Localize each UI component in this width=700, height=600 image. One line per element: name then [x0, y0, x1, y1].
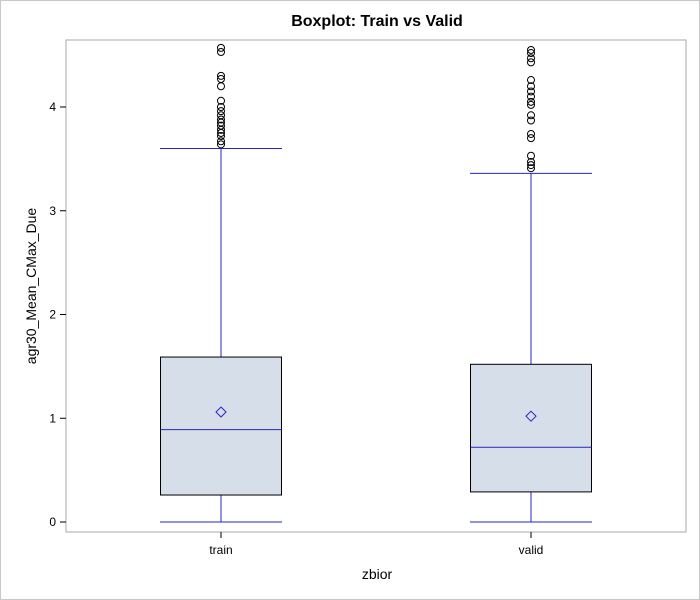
outlier-point — [527, 58, 535, 67]
y-tick-label: 0 — [49, 515, 56, 529]
outlier-point — [527, 161, 535, 170]
outlier-point — [527, 164, 535, 173]
y-tick-label: 4 — [49, 100, 56, 114]
x-axis: train valid — [209, 532, 543, 557]
x-tick-label: valid — [519, 543, 544, 557]
box-valid — [470, 45, 592, 523]
outlier-point — [217, 82, 225, 91]
outlier-point — [217, 111, 225, 120]
outlier-point — [217, 74, 225, 83]
outlier-point — [217, 140, 225, 149]
outlier-point — [217, 137, 225, 146]
outlier-point — [527, 82, 535, 91]
outlier-point — [217, 71, 225, 80]
outlier-point — [527, 76, 535, 85]
outlier-point — [527, 111, 535, 120]
outlier-point — [217, 48, 225, 57]
box-train — [160, 43, 282, 523]
outlier-point — [527, 100, 535, 109]
mean-marker — [215, 406, 227, 418]
outlier-point — [527, 54, 535, 63]
outlier-point — [217, 107, 225, 116]
x-tick-label: train — [209, 543, 232, 557]
outlier-point — [527, 151, 535, 160]
outlier-point — [217, 96, 225, 105]
outlier-point — [527, 134, 535, 143]
y-tick-label: 3 — [49, 204, 56, 218]
outlier-point — [217, 115, 225, 124]
outlier-point — [527, 92, 535, 101]
mean-marker — [525, 410, 537, 422]
iqr-box — [470, 363, 592, 493]
outlier-point — [527, 87, 535, 96]
outlier-point — [527, 49, 535, 58]
outlier-point — [217, 43, 225, 52]
outlier-point — [217, 103, 225, 111]
y-tick-label: 2 — [49, 308, 56, 322]
outlier-point — [527, 129, 535, 138]
chart-title: Boxplot: Train vs Valid — [291, 13, 463, 30]
outlier-point — [527, 97, 535, 106]
iqr-box — [160, 356, 282, 496]
x-axis-label: zbior — [362, 566, 393, 582]
plot-area — [65, 39, 687, 533]
outlier-point — [527, 116, 535, 125]
outlier-point — [217, 121, 225, 130]
outlier-point — [217, 132, 225, 141]
y-axis: 0 1 2 3 4 — [49, 100, 66, 529]
boxes-layer — [160, 43, 592, 523]
outlier-point — [527, 45, 535, 54]
y-axis-label: agr30_Mean_CMax_Due — [23, 208, 39, 365]
y-tick-label: 1 — [49, 411, 56, 425]
outlier-point — [527, 157, 535, 166]
